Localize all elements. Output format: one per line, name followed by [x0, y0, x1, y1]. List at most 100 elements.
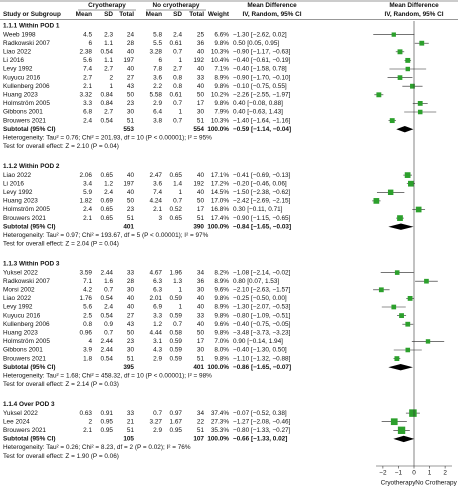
table-cell: 4.24 — [150, 198, 163, 205]
table-cell: 0.65 — [101, 206, 114, 213]
study-name: Brouwers 2021 — [3, 355, 46, 362]
table-cell: 14.5% — [211, 189, 229, 196]
table-cell: 33 — [127, 269, 135, 276]
table-cell: 0.7 — [173, 321, 182, 328]
effect-square — [405, 347, 411, 353]
table-cell: 35.3% — [211, 427, 229, 434]
table-cell: 3.6 — [153, 74, 162, 81]
table-cell: 34 — [197, 410, 205, 417]
study-name: Radkowski 2007 — [3, 40, 50, 47]
table-cell: 5.5 — [153, 40, 162, 47]
table-cell: 3.9 — [83, 347, 92, 354]
table-cell: 51 — [127, 355, 135, 362]
table-cell: 6.6% — [214, 31, 229, 38]
table-cell: 4.67 — [150, 269, 163, 276]
table-cell: 4.44 — [150, 329, 163, 336]
table-cell: 2.7 — [83, 74, 92, 81]
table-cell: 17 — [197, 100, 205, 107]
total-header: Total — [119, 11, 134, 18]
x-tick-label: −1 — [395, 470, 403, 477]
table-cell: 0.63 — [80, 410, 93, 417]
ci-label: −0.07 [−0.52, 0.38] — [233, 410, 287, 417]
subtotal-cell: 107 — [193, 436, 204, 443]
table-cell: 51 — [197, 215, 205, 222]
table-cell: 192 — [193, 57, 204, 64]
subtotal-name: Subtotal (95% CI) — [3, 436, 56, 443]
subtotal-cell: 395 — [123, 364, 134, 371]
table-cell: 2.5 — [83, 312, 92, 319]
study-name: Yuksel 2022 — [3, 410, 38, 417]
subtotal-cell: 554 — [193, 126, 204, 133]
ci-label: −0.80 [−1.09, −0.51] — [233, 312, 291, 319]
table-cell: 50 — [127, 198, 135, 205]
subtotal-diamond — [396, 126, 414, 133]
table-cell: 2.7 — [104, 109, 113, 116]
table-cell: 17 — [197, 338, 205, 345]
table-cell: 43 — [127, 83, 135, 90]
ci-label: −0.40 [−1.58, 0.78] — [233, 66, 287, 73]
table-cell: 2.44 — [101, 347, 114, 354]
table-cell: 0.52 — [170, 206, 183, 213]
subtotal-ci-label: −0.86 [−1.65, −0.07] — [233, 364, 291, 371]
ci-label: −0.40 [−0.61, −0.19] — [233, 57, 291, 64]
ci-label: −0.25 [−0.50, 0.00] — [233, 295, 287, 302]
table-cell: 3.4 — [83, 180, 92, 187]
table-cell: 9.8% — [214, 329, 229, 336]
effect-square — [397, 75, 403, 80]
ci-label: 0.90 [−0.14, 1.94] — [233, 338, 283, 345]
table-cell: 8.0% — [214, 347, 229, 354]
table-cell: 36 — [197, 278, 205, 285]
study-name: Gibbons 2001 — [3, 347, 43, 354]
table-cell: 2.4 — [104, 189, 113, 196]
table-cell: 0.97 — [170, 410, 183, 417]
ci-label: −1.40 [−1.64, −1.16] — [233, 117, 291, 124]
overall-effect: Test for overall effect: Z = 2.10 (P = 0… — [3, 143, 119, 150]
table-cell: 0.7 — [104, 286, 113, 293]
study-name: Weeb 1998 — [3, 31, 36, 38]
study-name: Li 2016 — [3, 180, 24, 187]
table-cell: 0.59 — [170, 347, 183, 354]
table-cell: 10.3% — [211, 117, 229, 124]
effect-square — [419, 40, 425, 46]
study-name: Huang 2023 — [3, 329, 38, 336]
table-cell: 2.7 — [104, 66, 113, 73]
ci-label: 0.40 [−0.63, 1.43] — [233, 109, 283, 116]
table-cell: 6 — [158, 57, 162, 64]
table-cell: 5.58 — [150, 91, 163, 98]
table-cell: 0.9 — [104, 321, 113, 328]
total-header: Total — [189, 11, 204, 18]
effect-square — [405, 57, 411, 63]
effect-square — [397, 49, 403, 55]
table-cell: 24 — [127, 31, 135, 38]
table-cell: 2.38 — [80, 48, 93, 55]
table-cell: 7.8 — [153, 66, 162, 73]
table-cell: 3.6 — [153, 180, 162, 187]
table-cell: 51 — [127, 215, 135, 222]
table-cell: 6.4 — [153, 109, 162, 116]
table-cell: 0.65 — [170, 172, 183, 179]
table-cell: 1 — [178, 286, 182, 293]
effect-square — [405, 321, 411, 327]
table-cell: 9.8% — [214, 83, 229, 90]
group1-header: Cryotherapy — [88, 2, 126, 9]
table-cell: 0.61 — [170, 40, 183, 47]
ci-label: −0.90 [−1.15, −0.65] — [233, 215, 291, 222]
study-name: Morsi 2002 — [3, 286, 35, 293]
ci-label: 0.80 [0.07, 1.53] — [233, 278, 279, 285]
table-cell: 10.4% — [211, 57, 229, 64]
table-cell: 4 — [88, 338, 92, 345]
subtotal-weight: 100.0% — [207, 364, 229, 371]
table-cell: 2.9 — [153, 427, 162, 434]
table-cell: 2.7 — [173, 66, 182, 73]
table-cell: 0.7 — [173, 117, 182, 124]
table-cell: 5.6 — [83, 57, 92, 64]
table-cell: 40 — [197, 48, 205, 55]
table-cell: 40 — [127, 189, 135, 196]
table-cell: 0.65 — [170, 215, 183, 222]
table-cell: 50 — [127, 91, 135, 98]
table-cell: 17.1% — [211, 172, 229, 179]
table-cell: 2.4 — [104, 304, 113, 311]
effect-square — [391, 32, 396, 37]
table-cell: 2.4 — [173, 31, 182, 38]
table-cell: 27.3% — [211, 418, 229, 425]
